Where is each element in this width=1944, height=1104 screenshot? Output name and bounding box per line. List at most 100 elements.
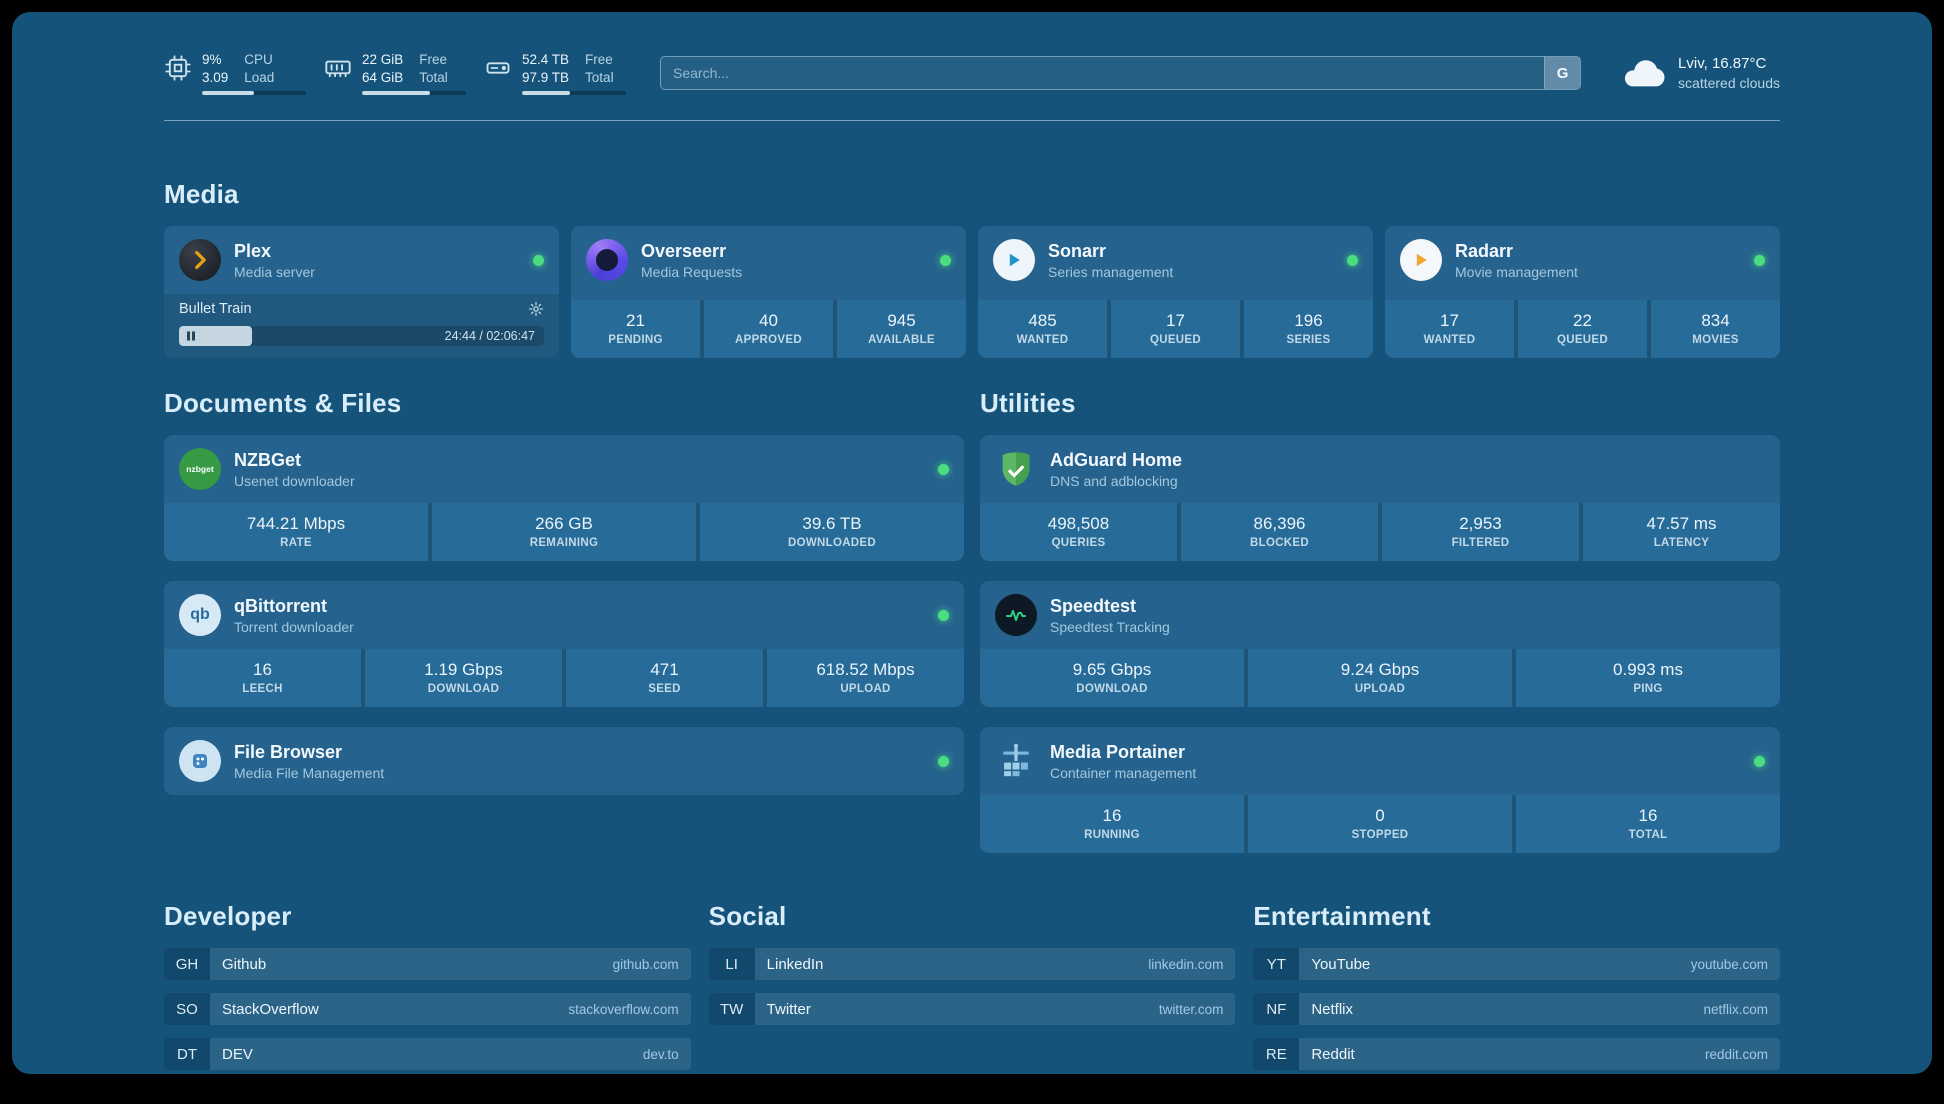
service-subtitle: Torrent downloader: [234, 618, 354, 635]
search-input[interactable]: [660, 56, 1582, 90]
stat-box: 0.993 ms PING: [1516, 649, 1780, 707]
stat-value: 471: [650, 660, 679, 679]
stat-label: PENDING: [608, 334, 663, 346]
bookmark-name: DEV: [222, 1045, 253, 1063]
speedtest-icon: [995, 594, 1037, 636]
cpu-widget: 9% 3.09 CPU Load: [164, 51, 306, 96]
playback-progressbar[interactable]: 24:44 / 02:06:47: [179, 326, 544, 346]
cpu-progressbar: [202, 91, 306, 96]
disk-total: 97.9 TB: [522, 69, 570, 85]
memory-free-label: Free: [419, 51, 448, 67]
service-card-radarr[interactable]: Radarr Movie management 17 WANTED 22 QUE…: [1385, 226, 1780, 358]
plex-icon: [179, 239, 221, 281]
bookmark-name: Github: [222, 955, 267, 973]
bookmark-group-entertainment: Entertainment YT YouTube youtube.com NF …: [1253, 901, 1780, 1074]
stat-value: 16: [1638, 806, 1658, 825]
stat-label: APPROVED: [735, 334, 802, 346]
stat-label: UPLOAD: [840, 683, 891, 695]
bookmark-name: Netflix: [1311, 1000, 1354, 1018]
disk-widget: 52.4 TB 97.9 TB Free Total: [484, 51, 626, 96]
service-card-nzbget[interactable]: nzbget NZBGet Usenet downloader 744.21 M…: [164, 435, 964, 561]
stat-label: QUEUED: [1556, 334, 1608, 346]
bookmark-row[interactable]: RE Reddit reddit.com: [1253, 1038, 1780, 1070]
service-name: Sonarr: [1048, 240, 1107, 261]
weather-location: Lviv, 16.87°C: [1678, 55, 1767, 73]
service-card-plex[interactable]: Plex Media server Bullet Train: [164, 226, 559, 358]
disk-icon: [484, 54, 512, 82]
weather-condition: scattered clouds: [1678, 74, 1780, 91]
disk-progressbar: [522, 91, 626, 96]
bookmark-name: Reddit: [1311, 1045, 1355, 1063]
bookmark-row[interactable]: SO StackOverflow stackoverflow.com: [164, 993, 691, 1025]
status-dot: [938, 463, 949, 475]
bookmark-abbr: GH: [164, 948, 210, 980]
stat-value: 21: [626, 311, 645, 330]
stat-box: 0 STOPPED: [1248, 795, 1512, 853]
bookmark-row[interactable]: DT DEV dev.to: [164, 1038, 691, 1070]
stat-label: WANTED: [1016, 334, 1069, 346]
nzbget-icon: nzbget: [179, 448, 221, 490]
stat-label: RUNNING: [1084, 829, 1140, 841]
bookmark-row[interactable]: TW Twitter twitter.com: [708, 993, 1236, 1025]
stat-box: 266 GB REMAINING: [432, 503, 696, 561]
bookmark-row[interactable]: LI LinkedIn linkedin.com: [708, 948, 1236, 980]
stat-box: 86,396 BLOCKED: [1181, 503, 1378, 561]
bookmark-url: stackoverflow.com: [568, 1001, 679, 1017]
stat-value: 16: [253, 660, 272, 679]
search-bar: G: [660, 56, 1582, 90]
bookmark-abbr: YT: [1253, 948, 1300, 980]
cpu-load-label: Load: [244, 69, 275, 85]
stat-value: 945: [887, 311, 916, 330]
bookmark-group-title: Social: [708, 901, 787, 931]
bookmark-row[interactable]: YT YouTube youtube.com: [1253, 948, 1780, 980]
bookmark-row[interactable]: NF Netflix netflix.com: [1253, 993, 1780, 1025]
bookmark-url: dev.to: [642, 1046, 679, 1062]
adguard-icon: [995, 448, 1037, 490]
status-dot: [938, 755, 949, 767]
service-card-filebrowser[interactable]: File Browser Media File Management: [164, 727, 964, 795]
now-playing-title: Bullet Train: [179, 301, 252, 317]
bookmark-abbr: RE: [1253, 1038, 1300, 1070]
service-card-adguard[interactable]: AdGuard Home DNS and adblocking 498,508 …: [980, 435, 1780, 561]
section-title-utilities: Utilities: [980, 388, 1076, 418]
stat-value: 47.57 ms: [1646, 514, 1717, 533]
search-provider-button[interactable]: G: [1544, 57, 1581, 89]
service-card-speedtest[interactable]: Speedtest Speedtest Tracking 9.65 Gbps D…: [980, 581, 1780, 707]
gear-icon[interactable]: [528, 301, 544, 317]
stat-label: LEECH: [242, 683, 283, 695]
pause-icon[interactable]: [187, 331, 195, 341]
stat-label: LATENCY: [1653, 537, 1710, 549]
service-name: Speedtest: [1050, 595, 1137, 616]
stat-label: DOWNLOADED: [788, 537, 876, 549]
memory-icon: [324, 54, 352, 82]
bookmark-row[interactable]: GH Github github.com: [164, 948, 691, 980]
bookmark-name: Twitter: [766, 1000, 811, 1018]
status-dot: [1347, 254, 1358, 266]
service-card-sonarr[interactable]: Sonarr Series management 485 WANTED 17 Q…: [978, 226, 1373, 358]
cloud-icon: [1621, 55, 1667, 91]
bookmark-name: YouTube: [1311, 955, 1371, 973]
stat-label: AVAILABLE: [868, 334, 935, 346]
cpu-icon: [164, 54, 192, 82]
disk-total-label: Total: [585, 69, 614, 85]
sonarr-icon: [993, 239, 1035, 281]
service-card-qbittorrent[interactable]: qb qBittorrent Torrent downloader 16 LEE…: [164, 581, 964, 707]
service-name: Media Portainer: [1050, 741, 1186, 762]
stat-box: 196 SERIES: [1244, 300, 1373, 358]
stat-box: 834 MOVIES: [1651, 300, 1780, 358]
stat-box: 2,953 FILTERED: [1382, 503, 1579, 561]
bookmark-group-title: Entertainment: [1253, 901, 1431, 931]
top-bar: 9% 3.09 CPU Load: [164, 44, 1780, 102]
service-card-portainer[interactable]: Media Portainer Container management 16 …: [980, 727, 1780, 853]
stat-box: 22 QUEUED: [1518, 300, 1647, 358]
weather-widget: Lviv, 16.87°C scattered clouds: [1621, 54, 1780, 92]
service-subtitle: Container management: [1050, 764, 1197, 781]
stat-label: RATE: [280, 537, 312, 549]
stat-value: 485: [1028, 311, 1057, 330]
stat-value: 834: [1701, 311, 1730, 330]
bookmark-abbr: NF: [1253, 993, 1300, 1025]
stat-box: 471 SEED: [566, 649, 763, 707]
service-subtitle: Speedtest Tracking: [1050, 618, 1170, 635]
stat-box: 9.65 Gbps DOWNLOAD: [980, 649, 1244, 707]
service-card-overseerr[interactable]: Overseerr Media Requests 21 PENDING 40 A…: [571, 226, 966, 358]
